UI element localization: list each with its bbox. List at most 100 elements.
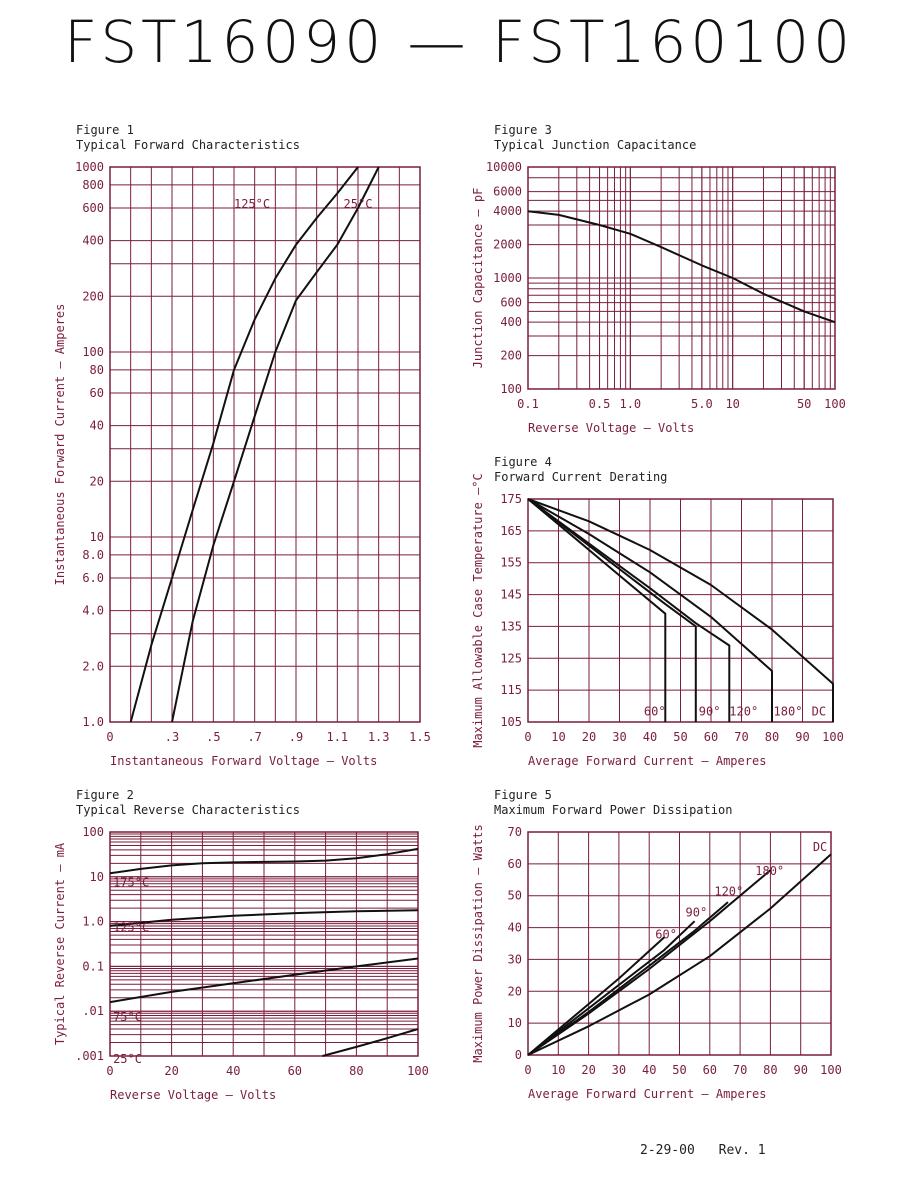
fig3-series-curve-line (527, 210, 836, 324)
fig2-series-75-c-label: 75°C (113, 1010, 142, 1024)
fig4-y-tick-label: 175 (500, 492, 522, 506)
fig2-x-tick-label: 80 (349, 1064, 363, 1078)
fig3-y-tick-label: 4000 (493, 204, 522, 218)
fig2-x-tick-label: 0 (106, 1064, 113, 1078)
fig3-figure-label: Figure 3 (494, 123, 552, 137)
fig4-series-60-label: 60° (644, 705, 666, 719)
fig2-series-175-c-label: 175°C (113, 876, 149, 890)
revision-date: 2-29-00 (640, 1143, 695, 1158)
fig4-y-tick-label: 155 (500, 556, 522, 570)
fig3-chart: 0.1 0.5 1.0 5.0 10 50 100 100 200 400 600 1000 2000 4… (471, 123, 846, 435)
fig3-x-axis-label: Reverse Voltage — Volts (528, 421, 694, 435)
fig1-series-125-c-line (129, 166, 359, 723)
fig5-series-90-label: 90° (686, 905, 708, 919)
fig3-x-tick-label: 50 (797, 397, 811, 411)
fig1-x-tick-label: .9 (289, 730, 303, 744)
fig4-y-axis-label: Maximum Allowable Case Temperature —°C (471, 473, 485, 748)
fig5-y-tick-label: 20 (508, 984, 522, 998)
fig3-x-tick-label: 0.5 (589, 397, 611, 411)
fig2-y-tick-label: .01 (82, 1004, 104, 1018)
fig4-x-tick-label: 40 (643, 730, 657, 744)
fig2-series-75-c-line (109, 957, 419, 1004)
fig5-y-tick-label: 60 (508, 857, 522, 871)
footer: 2-29-00 Rev. 1 (640, 1143, 782, 1158)
fig5-series-60-line (527, 936, 666, 1056)
fig5-x-tick-label: 40 (642, 1063, 656, 1077)
fig1-x-tick-label: .5 (206, 730, 220, 744)
fig3-grid (527, 166, 836, 390)
fig3-y-axis-label: Junction Capacitance — pF (471, 188, 485, 369)
fig2-x-tick-label: 100 (407, 1064, 429, 1078)
fig1-y-tick-label: 1.0 (82, 715, 104, 729)
fig2-series-175-c-line (109, 847, 419, 875)
fig3-y-tick-label: 400 (500, 315, 522, 329)
fig2-series-125-c-label: 125°C (113, 921, 149, 935)
fig3-y-tick-label: 2000 (493, 238, 522, 252)
revision-number: Rev. 1 (718, 1143, 766, 1158)
fig1-y-tick-label: 60 (90, 386, 104, 400)
fig5-y-tick-label: 50 (508, 889, 522, 903)
fig4-y-tick-label: 105 (500, 715, 522, 729)
fig1-y-tick-label: 40 (90, 419, 104, 433)
fig1-y-tick-label: 80 (90, 363, 104, 377)
fig2-x-tick-label: 20 (164, 1064, 178, 1078)
fig1-y-axis-label: Instantaneous Forward Current — Amperes (53, 304, 67, 586)
fig5-series-180-label: 180° (755, 864, 784, 878)
fig4-series-90-line (527, 498, 697, 722)
fig5-y-tick-label: 10 (508, 1016, 522, 1030)
fig4-chart: 0 10 20 30 40 50 60 70 80 90 100 105 115 125 135 145 155… (471, 455, 844, 768)
fig4-series-60-line (527, 498, 667, 722)
fig4-x-tick-label: 10 (551, 730, 565, 744)
fig1-x-tick-label: 0 (106, 730, 113, 744)
fig1-y-tick-label: 10 (90, 530, 104, 544)
fig2-figure-label: Figure 2 (76, 788, 134, 802)
fig5-series-dc-label: DC (813, 840, 827, 854)
fig4-plot-frame (527, 498, 834, 723)
fig5-x-tick-label: 50 (672, 1063, 686, 1077)
fig2-y-tick-label: 0.1 (82, 959, 104, 973)
fig2-series-125-c-line (109, 909, 419, 927)
fig1-series-25-c-label: 25°C (344, 197, 373, 211)
fig3-x-tick-label: 0.1 (517, 397, 539, 411)
fig4-y-tick-label: 135 (500, 619, 522, 633)
fig5-y-axis-label: Maximum Power Dissipation — Watts (471, 824, 485, 1062)
fig1-figure-label: Figure 1 (76, 123, 134, 137)
fig4-series-90-label: 90° (699, 705, 721, 719)
fig1-x-tick-label: 1.1 (326, 730, 348, 744)
fig1-y-tick-label: 400 (82, 234, 104, 248)
fig1-x-tick-label: .7 (247, 730, 261, 744)
fig1-chart: 0 .3 .5 .7 .9 1.1 1.3 1.5 1.0 2.0 4.0 6.0 8.0 10 20 40 6… (53, 123, 431, 768)
fig4-series-180-line (527, 498, 773, 722)
fig1-series-125-c-label: 125°C (234, 197, 270, 211)
fig4-x-tick-label: 70 (734, 730, 748, 744)
fig5-series-90-line (527, 920, 696, 1056)
fig5-x-tick-label: 60 (703, 1063, 717, 1077)
page-title: FST16090 — FST160100 (64, 8, 854, 76)
fig4-series-120-line (527, 498, 731, 722)
fig4-series-dc-line (527, 498, 834, 722)
fig1-y-tick-label: 6.0 (82, 571, 104, 585)
fig3-x-tick-label: 1.0 (619, 397, 641, 411)
fig2-y-axis-label: Typical Reverse Current — mA (53, 842, 67, 1045)
fig2-y-tick-label: 10 (90, 870, 104, 884)
fig2-title: Typical Reverse Characteristics (76, 803, 300, 817)
fig5-x-tick-label: 100 (820, 1063, 842, 1077)
fig4-x-axis-label: Average Forward Current — Amperes (528, 754, 766, 768)
fig2-y-tick-label: .001 (75, 1049, 104, 1063)
fig5-y-tick-label: 0 (515, 1048, 522, 1062)
fig2-y-tick-label: 1.0 (82, 915, 104, 929)
fig2-series-25-c-line (322, 1028, 419, 1057)
fig5-y-tick-label: 30 (508, 952, 522, 966)
fig1-x-axis-label: Instantaneous Forward Voltage — Volts (110, 754, 377, 768)
fig5-series-60-label: 60° (655, 928, 677, 942)
fig4-x-tick-label: 20 (582, 730, 596, 744)
fig5-x-tick-label: 70 (733, 1063, 747, 1077)
fig1-x-tick-label: 1.3 (368, 730, 390, 744)
fig2-y-tick-label: 100 (82, 825, 104, 839)
fig4-x-tick-label: 100 (822, 730, 844, 744)
fig3-y-tick-label: 200 (500, 349, 522, 363)
fig1-y-tick-label: 2.0 (82, 659, 104, 673)
fig4-title: Forward Current Derating (494, 470, 667, 484)
fig4-x-tick-label: 90 (795, 730, 809, 744)
